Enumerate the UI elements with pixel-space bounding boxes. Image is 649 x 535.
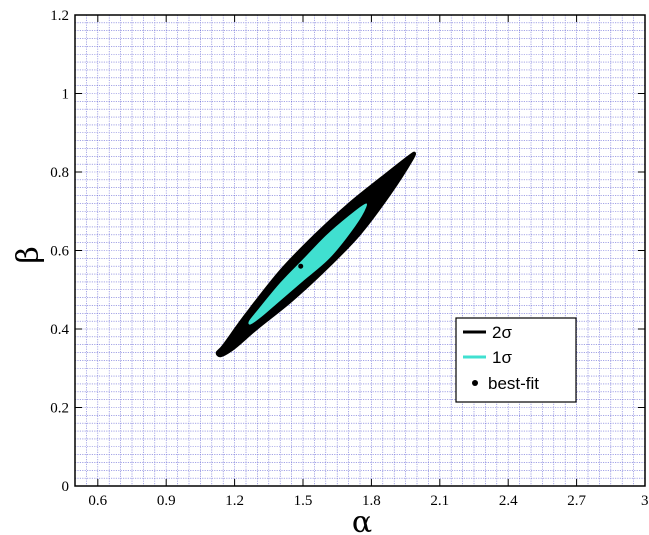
grid-lines [75,15,645,486]
y-axis-label: β [11,246,46,263]
contour-1sigma [247,202,369,326]
x-tick-label: 1.8 [362,493,381,509]
x-tick-label: 2.4 [499,493,518,509]
legend-label-2sigma: 2σ [492,323,512,342]
legend: 2σ 1σ best-fit [455,317,577,403]
x-tick-label: 0.9 [157,493,176,509]
x-tick-label: 1.5 [294,493,313,509]
y-tick-label: 0.6 [50,244,69,260]
x-axis-label: α [352,505,372,535]
x-tick-label: 2.1 [430,493,449,509]
x-tick-label: 1.2 [225,493,244,509]
contours [215,151,417,358]
y-tick-label: 1.2 [50,8,69,24]
y-tick-label: 1 [62,87,70,103]
y-tick-label: 0.8 [50,165,69,181]
y-tick-label: 0.2 [50,401,69,417]
x-tick-label: 0.6 [88,493,107,509]
x-tick-label: 3 [641,493,649,509]
tick-labels: 0.6 0.9 1.2 1.5 1.8 2.1 2.4 2.7 3 0 0.2 0.4 0.6 0.8 1 1… [50,8,648,509]
legend-label-1sigma: 1σ [492,348,512,367]
legend-swatch-best-fit [472,380,478,386]
legend-label-best-fit: best-fit [488,374,539,393]
x-tick-label: 2.7 [567,493,586,509]
y-tick-label: 0.4 [50,322,69,338]
y-tick-label: 0 [62,479,70,495]
tick-marks [75,14,646,487]
best-fit-point [298,263,304,269]
